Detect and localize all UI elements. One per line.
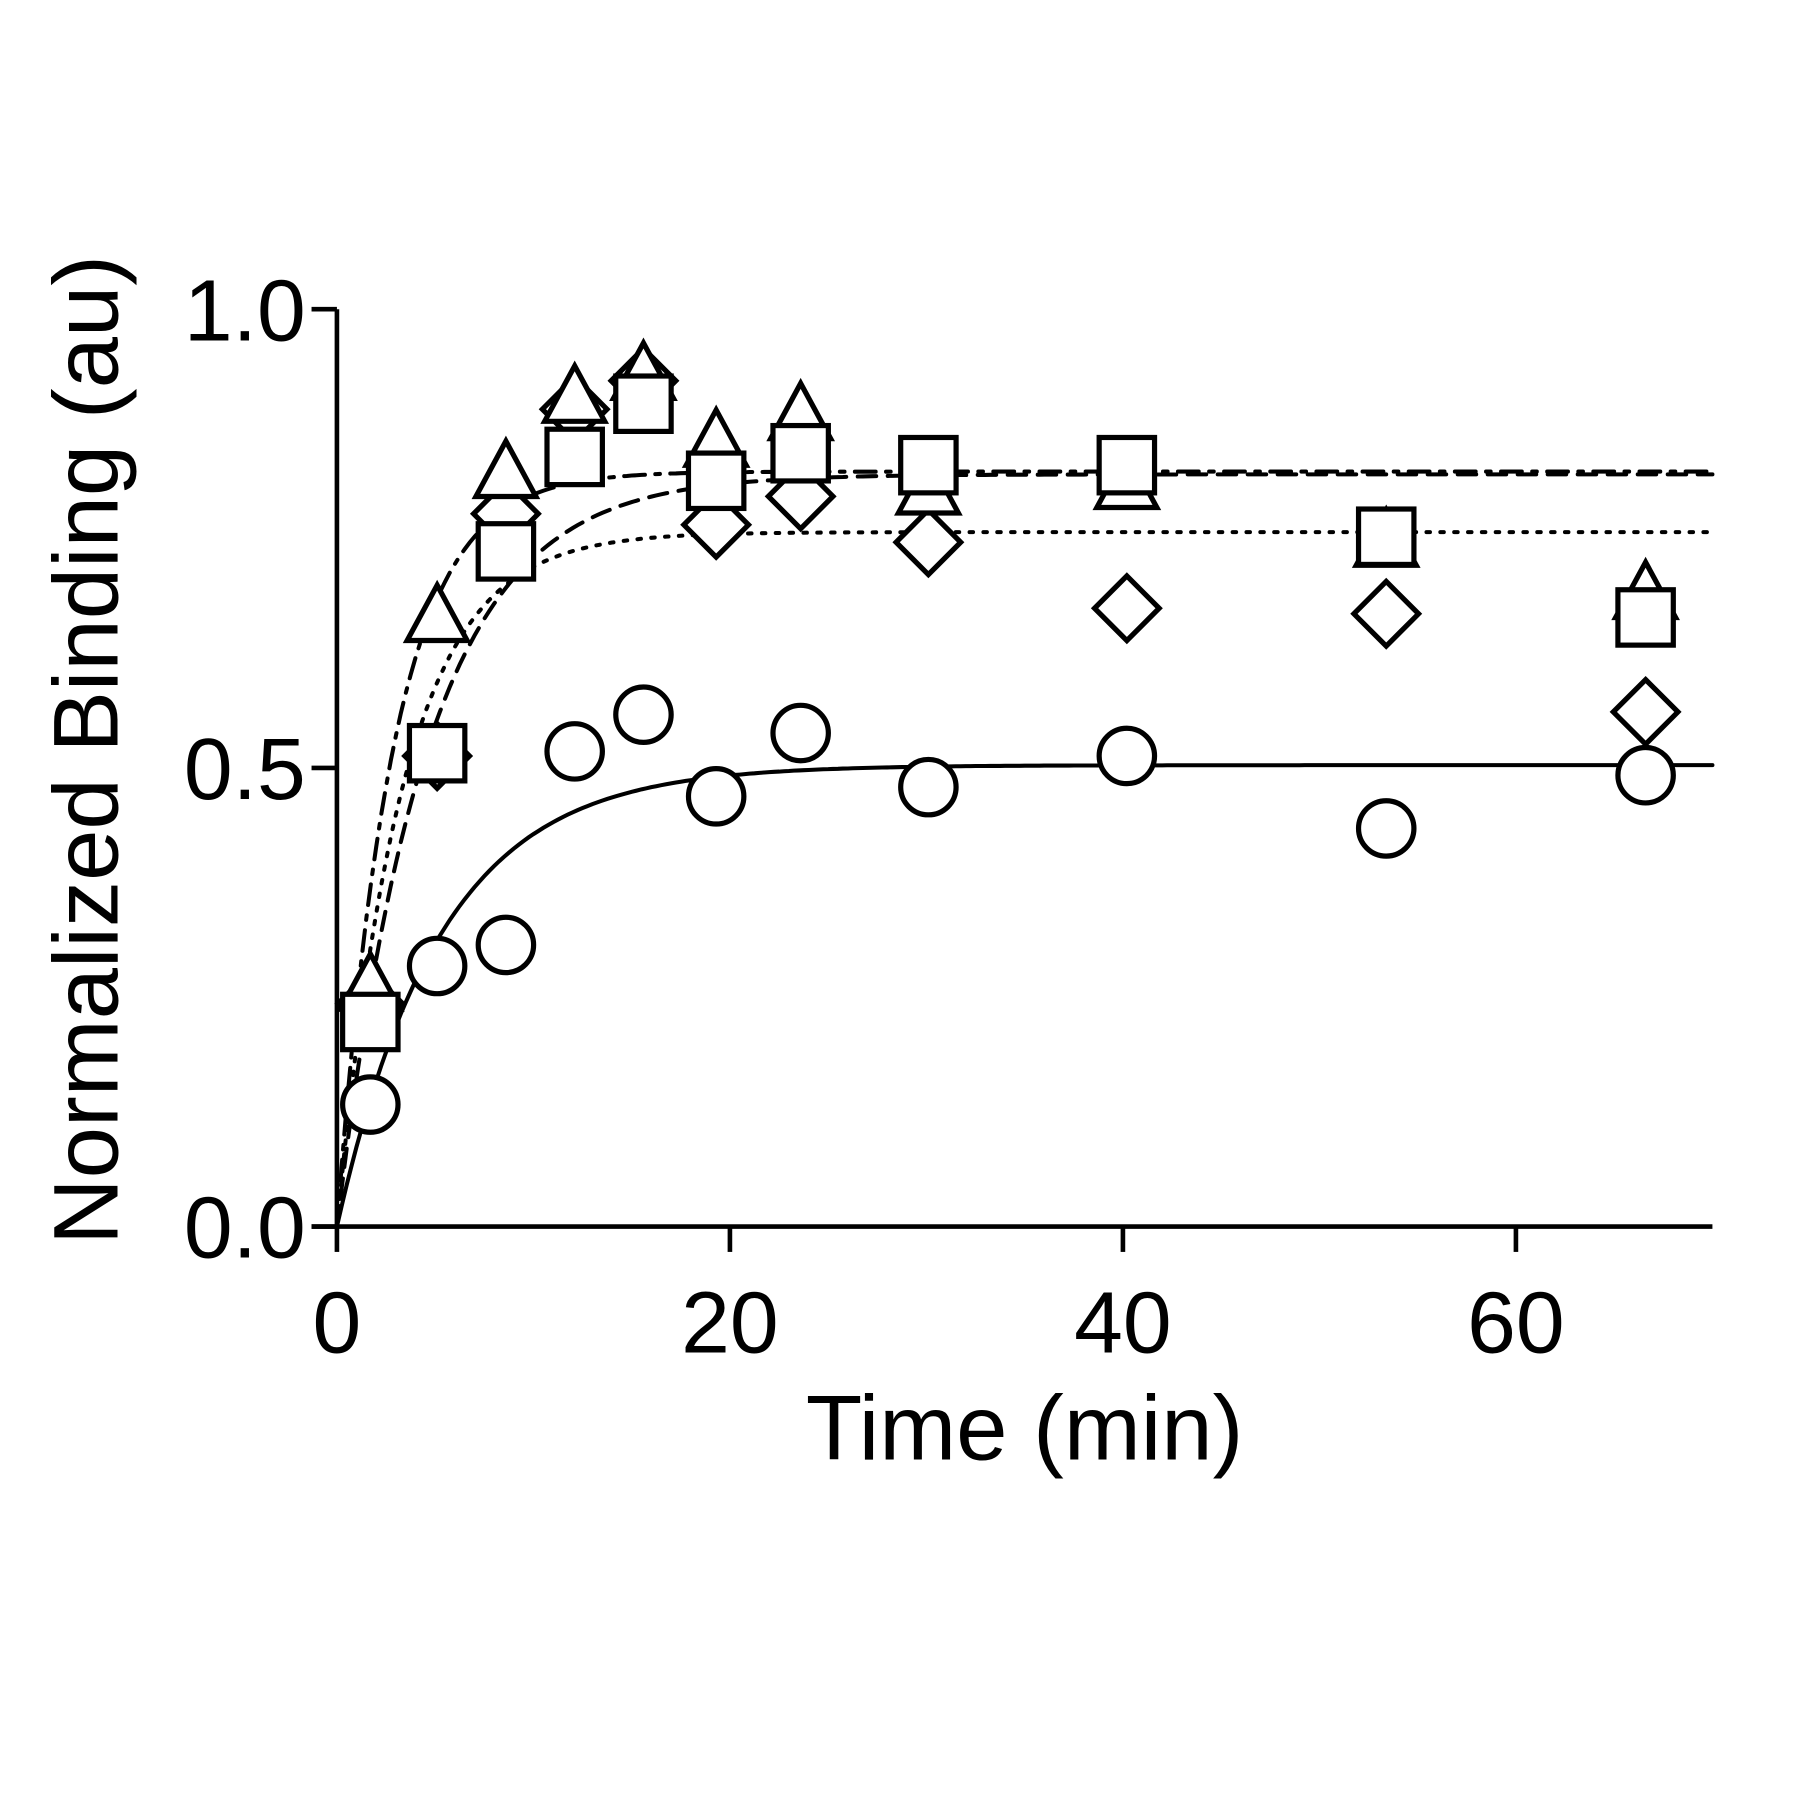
fit-curve-triangle xyxy=(334,469,1715,1229)
data-point-circle xyxy=(898,756,959,818)
data-point-square xyxy=(898,434,959,496)
x-axis-label: Time (min) xyxy=(806,1376,1244,1480)
fit-curve-square xyxy=(334,472,1715,1229)
data-point-circle xyxy=(770,702,831,764)
data-point-diamond xyxy=(1090,572,1163,645)
data-point-square xyxy=(1096,434,1158,496)
fit-curves xyxy=(334,469,1715,1229)
x-tick-label: 20 xyxy=(681,1273,779,1371)
axes: 0.0 0.5 1.0 0 20 40 60 xyxy=(184,261,1713,1371)
data-point-triangle xyxy=(402,579,472,644)
data-point-circle xyxy=(406,935,468,997)
data-point-square xyxy=(544,426,605,488)
data-point-square xyxy=(1615,587,1676,648)
data-point-circle xyxy=(613,684,674,745)
data-point-diamond xyxy=(1609,675,1682,748)
data-point-diamond xyxy=(892,506,965,579)
data-point-circle xyxy=(685,766,747,827)
data-point-circle xyxy=(544,721,605,782)
data-point-square xyxy=(406,722,468,784)
data-markers xyxy=(334,337,1682,1135)
data-point-square xyxy=(340,991,401,1053)
data-point-square xyxy=(613,373,674,435)
data-point-square xyxy=(770,422,831,484)
data-point-square xyxy=(475,521,537,582)
data-point-circle xyxy=(1615,744,1676,806)
x-tick-label: 60 xyxy=(1467,1273,1565,1371)
y-tick-label: 1.0 xyxy=(184,261,306,359)
data-point-triangle xyxy=(471,435,541,500)
data-point-square xyxy=(685,450,747,512)
y-tick-label: 0.5 xyxy=(184,720,306,818)
data-point-circle xyxy=(475,914,537,976)
fit-curve-diamond xyxy=(334,530,1715,1229)
y-tick-label: 0.0 xyxy=(184,1179,306,1277)
fit-curve-circle xyxy=(334,763,1715,1229)
data-point-diamond xyxy=(1350,577,1423,650)
data-point-circle xyxy=(1096,725,1158,787)
data-point-circle xyxy=(1355,798,1417,859)
x-tick-label: 0 xyxy=(313,1273,362,1371)
data-point-circle xyxy=(340,1074,401,1135)
data-point-triangle xyxy=(540,360,610,424)
data-point-square xyxy=(1355,506,1417,568)
x-tick-label: 40 xyxy=(1074,1273,1172,1371)
y-axis-label: Normalized Binding (au) xyxy=(34,255,138,1245)
